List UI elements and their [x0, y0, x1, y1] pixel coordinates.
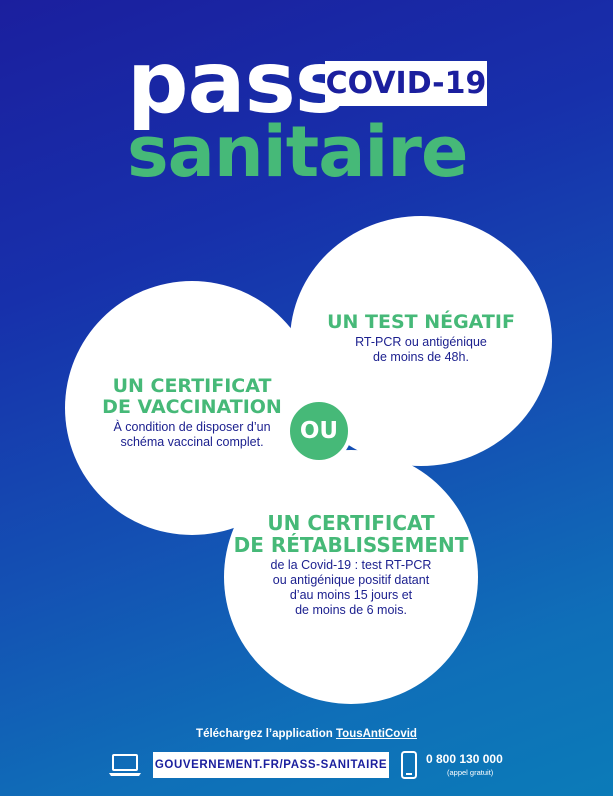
- phone-note: (appel gratuit): [447, 768, 494, 777]
- vaccination-description: À condition de disposer d’un schéma vacc…: [113, 420, 270, 450]
- retablissement-heading-line-1: UN CERTIFICAT: [267, 511, 435, 535]
- title-pass: pass: [127, 33, 346, 133]
- download-prefix: Téléchargez l’application: [196, 728, 337, 740]
- test-desc-line: de moins de 48h.: [373, 350, 469, 364]
- covid-badge: COVID-19: [325, 61, 487, 106]
- website-link[interactable]: GOUVERNEMENT.FR/PASS-SANITAIRE: [153, 752, 389, 778]
- download-line: Téléchargez l’application TousAntiCovid: [0, 728, 613, 740]
- test-desc-line: RT-PCR ou antigénique: [355, 335, 487, 349]
- retablissement-desc-line: d’au moins 15 jours et: [289, 588, 413, 602]
- retablissement-heading-line-2: DE RÉTABLISSEMENT: [233, 533, 469, 557]
- phone-icon: [401, 751, 417, 779]
- retablissement-desc-line: de la Covid-19 : test RT-PCR: [270, 558, 432, 572]
- tousanticovid-link[interactable]: TousAntiCovid: [336, 728, 417, 740]
- title-sanitaire: sanitaire: [127, 111, 468, 193]
- test-heading: UN TEST NÉGATIF: [327, 311, 515, 333]
- vaccination-desc-line: schéma vaccinal complet.: [120, 435, 264, 449]
- vaccination-desc-line: À condition de disposer d’un: [113, 420, 271, 434]
- vaccination-heading-line-1: UN CERTIFICAT: [112, 375, 272, 397]
- retablissement-description: de la Covid-19 : test RT-PCR ou antigéni…: [271, 558, 432, 618]
- vaccination-heading-line-2: DE VACCINATION: [102, 396, 282, 418]
- test-description: RT-PCR ou antigénique de moins de 48h.: [355, 335, 487, 365]
- ou-separator-badge: OU: [286, 398, 352, 464]
- retablissement-circle: UN CERTIFICAT DE RÉTABLISSEMENT de la Co…: [224, 450, 478, 704]
- laptop-icon: [109, 754, 141, 776]
- retablissement-desc-line: de moins de 6 mois.: [295, 603, 407, 617]
- phone-number[interactable]: 0 800 130 000: [426, 752, 503, 766]
- retablissement-desc-line: ou antigénique positif datant: [272, 573, 430, 587]
